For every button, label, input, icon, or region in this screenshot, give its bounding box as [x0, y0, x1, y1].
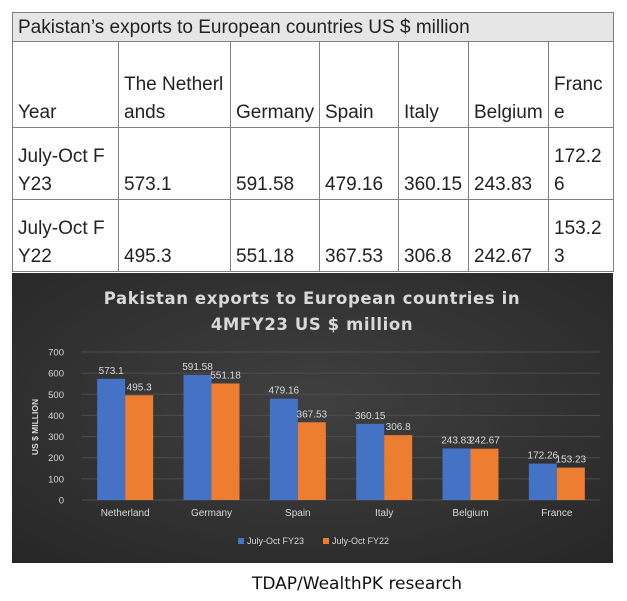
bar [125, 395, 154, 500]
row-fy23-france: 172.26 [548, 127, 614, 200]
bar [211, 383, 240, 500]
y-tick-label: 500 [48, 390, 64, 401]
data-label: 573.1 [99, 366, 124, 377]
exports-table: Pakistan’s exports to European countries… [12, 12, 614, 272]
header-italy: Italy [398, 41, 469, 128]
chart-panel: Pakistan exports to European countries i… [12, 273, 613, 563]
bar [297, 422, 326, 500]
bar [183, 374, 212, 500]
data-label: 591.58 [182, 362, 213, 373]
y-tick-label: 300 [48, 432, 64, 443]
legend: July-Oct FY23 July-Oct FY22 [238, 536, 389, 546]
x-tick-label: Belgium [452, 508, 488, 519]
chart-title-line2: 4MFY23 US $ million [211, 315, 413, 334]
legend-label: July-Oct FY23 [247, 536, 304, 546]
row-fy22-year: July-Oct FY22 [12, 199, 119, 272]
data-label: 172.26 [528, 451, 559, 462]
row-fy22-france: 153.23 [548, 199, 614, 272]
row-fy22-belgium: 242.67 [468, 199, 549, 272]
row-fy22-netherlands: 495.3 [118, 199, 231, 272]
bar [470, 448, 499, 500]
bar-chart: Pakistan exports to European countries i… [12, 273, 613, 563]
row-fy22-germany: 551.18 [230, 199, 320, 272]
row-fy23-germany: 591.58 [230, 127, 320, 200]
data-label: 243.83 [441, 435, 472, 446]
row-fy23-belgium: 243.83 [468, 127, 549, 200]
data-label: 153.23 [556, 455, 587, 466]
y-axis-title: US $ MILLION [30, 399, 40, 455]
bars [97, 374, 585, 500]
header-france: France [548, 41, 614, 128]
table-row: July-Oct FY23 573.1 591.58 479.16 360.15… [12, 127, 614, 200]
row-fy23-spain: 479.16 [319, 127, 399, 200]
bar [528, 463, 557, 500]
data-label: 360.15 [355, 411, 386, 422]
y-tick-label: 100 [48, 474, 64, 485]
chart-title-line1: Pakistan exports to European countries i… [104, 289, 520, 308]
header-netherlands: The Netherlands [118, 41, 231, 128]
legend-swatch [238, 538, 244, 544]
header-germany: Germany [230, 41, 320, 128]
table-title-row: Pakistan’s exports to European countries… [12, 12, 614, 42]
legend-swatch [323, 538, 329, 544]
data-label: 495.3 [127, 382, 152, 393]
header-year: Year [12, 41, 119, 128]
y-tick-label: 600 [48, 369, 64, 380]
table-row: July-Oct FY22 495.3 551.18 367.53 306.8 … [12, 199, 614, 272]
gridlines [82, 351, 600, 501]
legend-label: July-Oct FY22 [332, 536, 389, 546]
bar [556, 467, 585, 500]
y-tick-label: 400 [48, 411, 64, 422]
x-tick-label: Germany [191, 508, 232, 519]
data-label: 479.16 [269, 386, 300, 397]
data-label: 306.8 [386, 422, 411, 433]
data-label: 551.18 [210, 370, 241, 381]
table-header-row: Year The Netherlands Germany Spain Italy… [12, 41, 614, 128]
y-tick-label: 700 [48, 348, 64, 359]
header-spain: Spain [319, 41, 399, 128]
header-belgium: Belgium [468, 41, 549, 128]
bar [384, 435, 413, 500]
x-axis-ticks: Netherland Germany Spain Italy Belgium France [101, 508, 573, 519]
x-tick-label: Italy [375, 508, 393, 519]
x-tick-label: France [541, 508, 573, 519]
row-fy22-italy: 306.8 [398, 199, 469, 272]
x-tick-label: Netherland [101, 508, 150, 519]
row-fy23-italy: 360.15 [398, 127, 469, 200]
y-tick-label: 200 [48, 453, 64, 464]
row-fy23-netherlands: 573.1 [118, 127, 231, 200]
row-fy23-year: July-Oct FY23 [12, 127, 119, 200]
y-axis-ticks: 0 100 200 300 400 500 600 700 [48, 348, 64, 507]
bar [97, 378, 126, 500]
bar [269, 398, 298, 500]
data-label: 367.53 [297, 409, 328, 420]
source-note: TDAP/WealthPK research [252, 574, 462, 594]
row-fy22-spain: 367.53 [319, 199, 399, 272]
table-title: Pakistan’s exports to European countries… [12, 12, 614, 42]
data-label: 242.67 [469, 436, 500, 447]
bar [442, 448, 471, 500]
y-tick-label: 0 [59, 496, 64, 507]
x-tick-label: Spain [285, 508, 311, 519]
bar [356, 423, 385, 500]
